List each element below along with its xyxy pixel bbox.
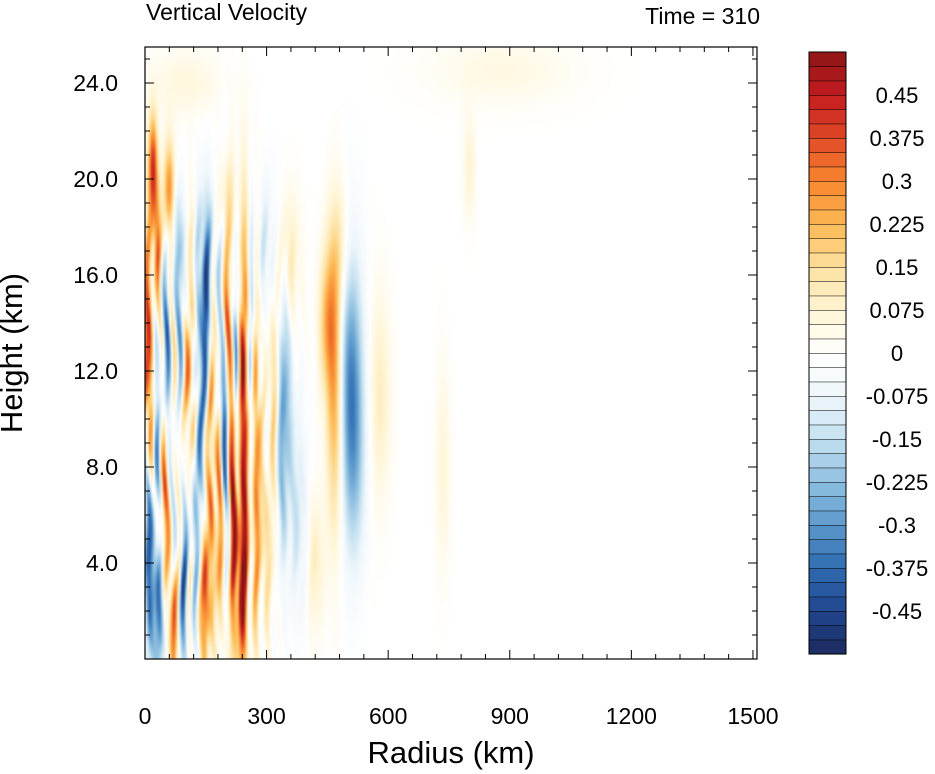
colorbar-box xyxy=(808,610,847,626)
colorbar-box xyxy=(808,338,847,354)
y-tick-label: 12.0 xyxy=(73,358,118,384)
colorbar-label: -0.15 xyxy=(872,427,922,452)
x-axis: 0 300 600 900 1200 1500 xyxy=(139,47,779,729)
colorbar: 0.45 0.375 0.3 0.225 0.15 0.075 0 -0.075 -0.15 -0… xyxy=(808,51,928,655)
x-tick-label: 0 xyxy=(139,703,152,729)
colorbar-label: 0.15 xyxy=(876,255,919,280)
x-tick-label: 300 xyxy=(247,703,285,729)
colorbar-box xyxy=(808,295,847,311)
plot-frame xyxy=(144,46,758,660)
colorbar-box xyxy=(808,51,847,67)
colorbar-box xyxy=(808,123,847,139)
colorbar-box xyxy=(808,367,847,383)
colorbar-box xyxy=(808,381,847,397)
plot-area xyxy=(144,46,758,660)
colorbar-box xyxy=(808,395,847,411)
colorbar-box xyxy=(808,539,847,555)
x-tick-label: 900 xyxy=(491,703,529,729)
colorbar-box xyxy=(808,309,847,325)
colorbar-box xyxy=(808,209,847,225)
colorbar-box xyxy=(808,496,847,512)
colorbar-box xyxy=(808,166,847,182)
colorbar-box xyxy=(808,152,847,168)
colorbar-box xyxy=(808,80,847,96)
colorbar-box xyxy=(808,223,847,239)
y-tick-label: 24.0 xyxy=(73,70,118,96)
colorbar-box xyxy=(808,410,847,426)
colorbar-box xyxy=(808,195,847,211)
colorbar-box xyxy=(808,352,847,368)
colorbar-label: -0.45 xyxy=(872,599,922,624)
colorbar-label: 0 xyxy=(891,341,903,366)
colorbar-box xyxy=(808,567,847,583)
colorbar-box xyxy=(808,510,847,526)
colorbar-box xyxy=(808,324,847,340)
colorbar-label: 0.3 xyxy=(882,169,913,194)
colorbar-frame xyxy=(808,51,847,655)
time-label: Time = 310 xyxy=(645,3,760,29)
y-axis: 4.0 8.0 12.0 16.0 20.0 24.0 xyxy=(73,58,757,636)
colorbar-box xyxy=(808,94,847,110)
colorbar-box xyxy=(808,109,847,125)
colorbar-label: 0.075 xyxy=(869,298,924,323)
colorbar-box xyxy=(808,252,847,268)
colorbar-box xyxy=(808,137,847,153)
colorbar-box xyxy=(808,467,847,483)
colorbar-label: -0.375 xyxy=(866,556,928,581)
colorbar-box xyxy=(808,596,847,612)
colorbar-box xyxy=(808,281,847,297)
y-tick-label: 16.0 xyxy=(73,262,118,288)
colorbar-box xyxy=(808,582,847,598)
colorbar-box xyxy=(808,424,847,440)
colorbar-box xyxy=(808,438,847,454)
colorbar-box xyxy=(808,625,847,641)
colorbar-box xyxy=(808,266,847,282)
colorbar-box xyxy=(808,238,847,254)
colorbar-box xyxy=(808,553,847,569)
colorbar-label: 0.45 xyxy=(876,83,919,108)
colorbar-box xyxy=(808,453,847,469)
colorbar-box xyxy=(808,639,847,655)
heatmap-image xyxy=(145,47,757,659)
x-tick-label: 1500 xyxy=(727,703,778,729)
colorbar-box xyxy=(808,481,847,497)
y-tick-label: 20.0 xyxy=(73,166,118,192)
chart-title: Vertical Velocity xyxy=(146,0,308,25)
y-tick-label: 4.0 xyxy=(86,550,118,576)
x-axis-label: Radius (km) xyxy=(367,735,534,770)
colorbar-label: 0.225 xyxy=(869,212,924,237)
colorbar-label: 0.375 xyxy=(869,126,924,151)
colorbar-box xyxy=(808,180,847,196)
x-tick-label: 1200 xyxy=(606,703,657,729)
colorbar-box xyxy=(808,524,847,540)
y-axis-label: Height (km) xyxy=(0,273,29,433)
y-tick-label: 8.0 xyxy=(86,454,118,480)
colorbar-label: -0.225 xyxy=(866,470,928,495)
colorbar-label: -0.3 xyxy=(878,513,916,538)
colorbar-box xyxy=(808,66,847,82)
x-tick-label: 600 xyxy=(369,703,407,729)
colorbar-label: -0.075 xyxy=(866,384,928,409)
